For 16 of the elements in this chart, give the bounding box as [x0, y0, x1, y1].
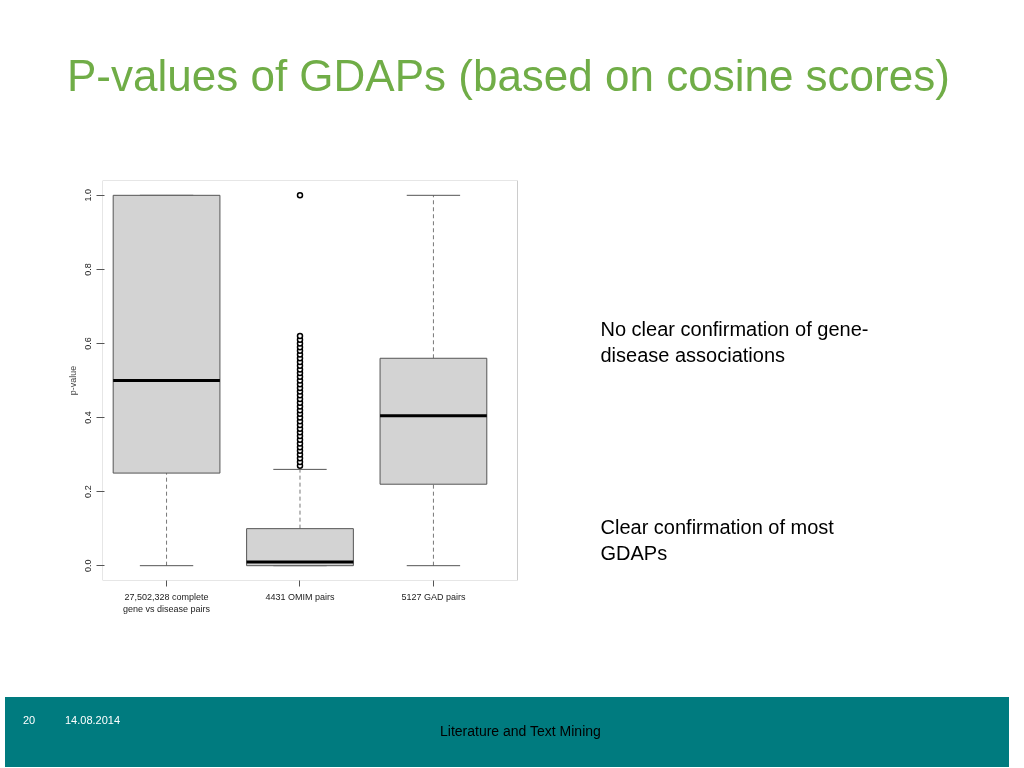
chart-title: P-values of GDAPs (based on cosine scores) [67, 50, 950, 102]
text: 20 [23, 713, 36, 728]
y-axis-title: p-value [67, 365, 78, 396]
y-tick-label: 0.8 [83, 263, 94, 276]
x-tick-label: 5127 GAD pairs [401, 591, 466, 602]
text: Literature and Text Mining [440, 722, 601, 741]
text: 14.08.2014 [65, 713, 121, 728]
y-tick-label: 0.0 [83, 559, 94, 572]
text: No clear confirmation of gene- disease associations [600, 317, 869, 366]
y-tick-label: 0.4 [83, 411, 94, 424]
y-tick-label: 0.2 [83, 485, 94, 498]
x-tick-label: 27,502,328 complete gene vs disease pairs [123, 591, 211, 614]
y-tick-label: 1.0 [83, 189, 94, 202]
y-tick-label: 0.6 [83, 337, 94, 350]
x-tick-label: 4431 OMIM pairs [265, 591, 335, 602]
text: Clear confirmation of most GDAPs [600, 515, 835, 564]
